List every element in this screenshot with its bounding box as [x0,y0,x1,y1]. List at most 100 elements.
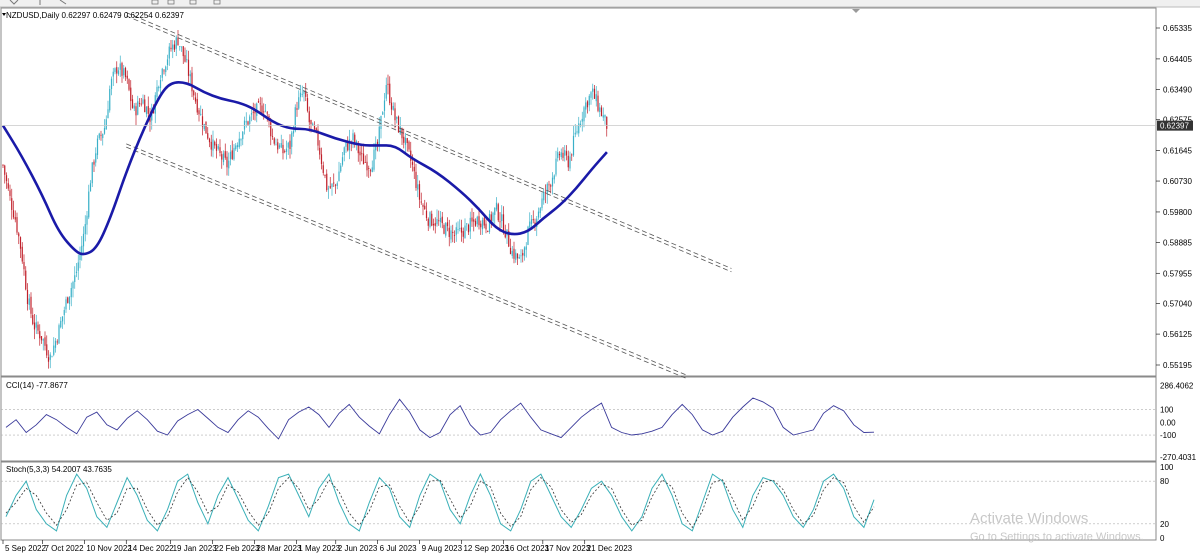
candle [438,210,440,226]
candle [432,218,435,231]
candle [569,151,571,172]
candle [229,144,232,166]
candle [49,352,51,369]
candle [245,112,247,128]
cci-pane[interactable] [0,376,1157,462]
candle [112,67,114,86]
indicator-tick-label: -270.4031 [1160,453,1197,462]
candle [348,129,351,160]
candle [93,159,95,172]
candle [471,208,473,227]
channel-line[interactable] [126,146,686,379]
channel-line[interactable] [126,12,732,269]
candle [495,197,498,212]
legend-dropdown-icon [2,13,6,16]
candle [135,102,137,126]
candle [574,124,576,138]
candle [539,206,541,219]
candle [343,146,345,162]
candle [298,90,300,110]
candle [11,188,13,220]
candle [126,70,128,84]
candle [406,137,408,152]
candle [564,145,566,162]
time-tick-label: 16 Oct 2023 [505,544,549,553]
candle [198,107,200,122]
candle [485,219,487,234]
candle [271,128,274,140]
stoch-pane[interactable] [0,461,1157,541]
candle [95,147,97,167]
cci-legend: CCI(14) -77.8677 [6,381,68,390]
candle [558,151,561,161]
price-tick-label: 0.58885 [1163,238,1192,247]
candle [544,184,547,204]
candle [86,211,88,235]
candle [238,131,240,149]
candle [522,249,524,263]
candle [425,202,428,221]
candle [247,120,249,126]
candle [448,219,450,247]
ma-path [1,81,608,256]
candle [159,75,162,94]
candle [212,130,214,158]
candle [35,314,37,335]
candle [91,162,93,188]
candle [473,211,475,232]
candle [291,130,293,155]
candle [168,42,170,66]
shift-marker-icon[interactable] [852,9,860,13]
candle [597,90,599,113]
candle [404,133,407,154]
candle [431,210,433,227]
candle [201,108,204,136]
candle [354,132,356,148]
candle [102,133,104,146]
candle [103,119,106,135]
channel-line[interactable] [126,143,686,376]
candle [110,76,113,96]
candle [320,147,323,170]
candle [418,180,421,208]
candle [462,227,464,244]
candle [266,111,268,122]
candle [366,154,368,177]
time-tick-label: 22 Feb 2023 [215,544,260,553]
indicator-tick-label: -100 [1160,431,1177,440]
candle [396,116,398,124]
candle [54,338,57,353]
candle [77,254,79,280]
candle [599,102,601,117]
candle [340,163,342,173]
candle [420,192,422,205]
candle [595,86,597,107]
candle [562,147,564,162]
candle [541,192,543,211]
time-tick-label: 6 Jul 2023 [380,544,417,553]
candle [319,140,321,160]
indicator-tick-label: 80 [1160,477,1169,486]
time-tick-label: 1 May 2023 [298,544,340,553]
candle [275,138,277,146]
candle [590,90,592,105]
main-price-pane[interactable] [0,7,1157,377]
candle [81,236,83,261]
candle [497,202,499,223]
candle [4,164,6,184]
candle [527,225,529,246]
candle [235,143,237,151]
candle [301,85,303,98]
candle [210,134,212,157]
candle [37,321,39,335]
candle [487,230,489,233]
channel-line[interactable] [126,15,732,273]
candle [537,207,540,220]
candle [494,207,496,224]
indicator-tick-label: 100 [1160,406,1174,415]
price-tick-label: 0.62575 [1163,116,1192,125]
candle [450,225,452,244]
candle [257,98,260,103]
time-tick-label: 17 Nov 2023 [545,544,591,553]
